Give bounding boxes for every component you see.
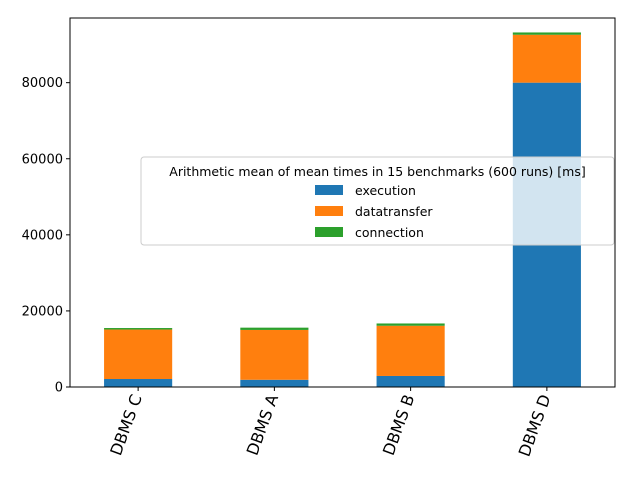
legend-label-connection: connection [355, 225, 424, 240]
y-tick-label: 80000 [22, 76, 63, 91]
x-axis: DBMS C DBMS A DBMS B DBMS D [106, 387, 555, 459]
y-tick-label: 40000 [22, 228, 63, 243]
x-tick-label: DBMS B [379, 392, 419, 458]
bar-datatransfer-dbms-b [376, 325, 445, 376]
y-tick-label: 20000 [22, 304, 63, 319]
x-tick-label: DBMS D [515, 392, 555, 459]
bar-datatransfer-dbms-d [512, 34, 581, 83]
legend-title: Arithmetic mean of mean times in 15 benc… [169, 164, 585, 179]
legend-box [140, 156, 615, 246]
bar-connection-dbms-d [512, 32, 581, 35]
legend-label-execution: execution [355, 183, 416, 198]
x-tick-label: DBMS A [243, 392, 283, 458]
bar-connection-dbms-a [240, 327, 309, 330]
legend-swatch-datatransfer [315, 206, 343, 216]
legend-swatch-connection [315, 227, 343, 237]
axes-frame [69, 17, 616, 388]
bar-execution-dbms-b [376, 375, 445, 387]
x-tick-label: DBMS C [106, 392, 146, 458]
bar-execution-dbms-c [104, 379, 173, 387]
y-tick-label: 60000 [22, 152, 63, 167]
bar-datatransfer-dbms-c [104, 329, 173, 380]
legend-label-datatransfer: datatransfer [355, 204, 433, 219]
bar-connection-dbms-c [104, 328, 173, 330]
y-axis: 0 20000 40000 60000 80000 [22, 76, 70, 396]
bar-execution-dbms-a [240, 379, 309, 387]
legend-swatch-execution [315, 185, 343, 195]
legend: Arithmetic mean of mean times in 15 benc… [140, 156, 615, 246]
bar-connection-dbms-b [376, 323, 445, 326]
y-tick-label: 0 [55, 381, 63, 396]
bar-datatransfer-dbms-a [240, 329, 309, 380]
legend-items: execution datatransfer connection [315, 183, 433, 240]
